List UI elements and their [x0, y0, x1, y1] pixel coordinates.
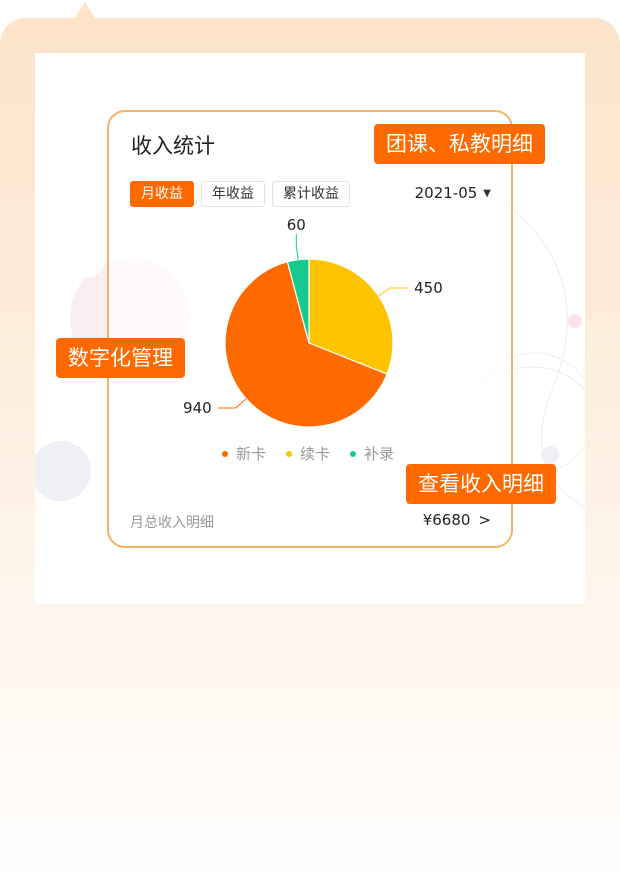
- monthly-total-value: ¥6680: [422, 511, 471, 529]
- bubble-tip: [74, 2, 96, 19]
- legend-item-supplement: 补录: [350, 443, 394, 464]
- deco-circle-grey: [35, 441, 91, 501]
- income-tabs: 月收益 年收益 累计收益: [130, 181, 350, 207]
- legend-label: 新卡: [236, 445, 267, 463]
- monthly-income-detail-label: 月总收入明细: [130, 515, 214, 531]
- legend-dot-new-card: [222, 450, 228, 457]
- card-title: 收入统计: [131, 134, 215, 158]
- tab-monthly[interactable]: 月收益: [130, 181, 194, 207]
- legend-item-renew-card: 续卡: [286, 443, 330, 464]
- leader-line: [217, 398, 247, 409]
- chevron-right-icon: >: [478, 511, 491, 529]
- deco-dot-pink: [568, 314, 582, 328]
- label-renew-card: 450: [414, 279, 443, 297]
- tab-yearly[interactable]: 年收益: [201, 181, 265, 207]
- leader-line: [295, 233, 299, 260]
- income-pie-chart: 450 940 60: [183, 216, 443, 428]
- legend-label: 续卡: [300, 445, 331, 463]
- legend-dot-supplement: [350, 450, 357, 457]
- tag-class-detail: 团课、私教明细: [374, 124, 545, 164]
- label-new-card: 940: [183, 399, 212, 417]
- deco-circle-white: [59, 231, 107, 279]
- legend-label: 补录: [364, 445, 395, 463]
- tab-cumulative[interactable]: 累计收益: [272, 181, 350, 207]
- tag-digital-management: 数字化管理: [56, 338, 185, 378]
- pie-slice-new-card[interactable]: [224, 261, 388, 428]
- legend-item-new-card: 新卡: [222, 443, 266, 464]
- deco-dot-grey: [541, 446, 559, 464]
- income-stats-card: 收入统计 月收益 年收益 累计收益 2021-05 ▼ 450 940 60 新卡 …: [107, 110, 513, 548]
- legend-dot-renew-card: [286, 450, 293, 457]
- monthly-income-detail-link[interactable]: ¥6680 >: [423, 511, 491, 529]
- leader-line: [378, 287, 409, 297]
- tag-view-income-detail: 查看收入明细: [406, 464, 556, 504]
- label-supplement: 60: [287, 216, 306, 234]
- deco-curve-1: [504, 202, 585, 509]
- caret-down-icon: ▼: [483, 187, 491, 199]
- chart-legend: 新卡 续卡 补录: [222, 443, 394, 464]
- month-selector[interactable]: 2021-05 ▼: [415, 184, 491, 202]
- month-selector-value: 2021-05: [414, 184, 478, 202]
